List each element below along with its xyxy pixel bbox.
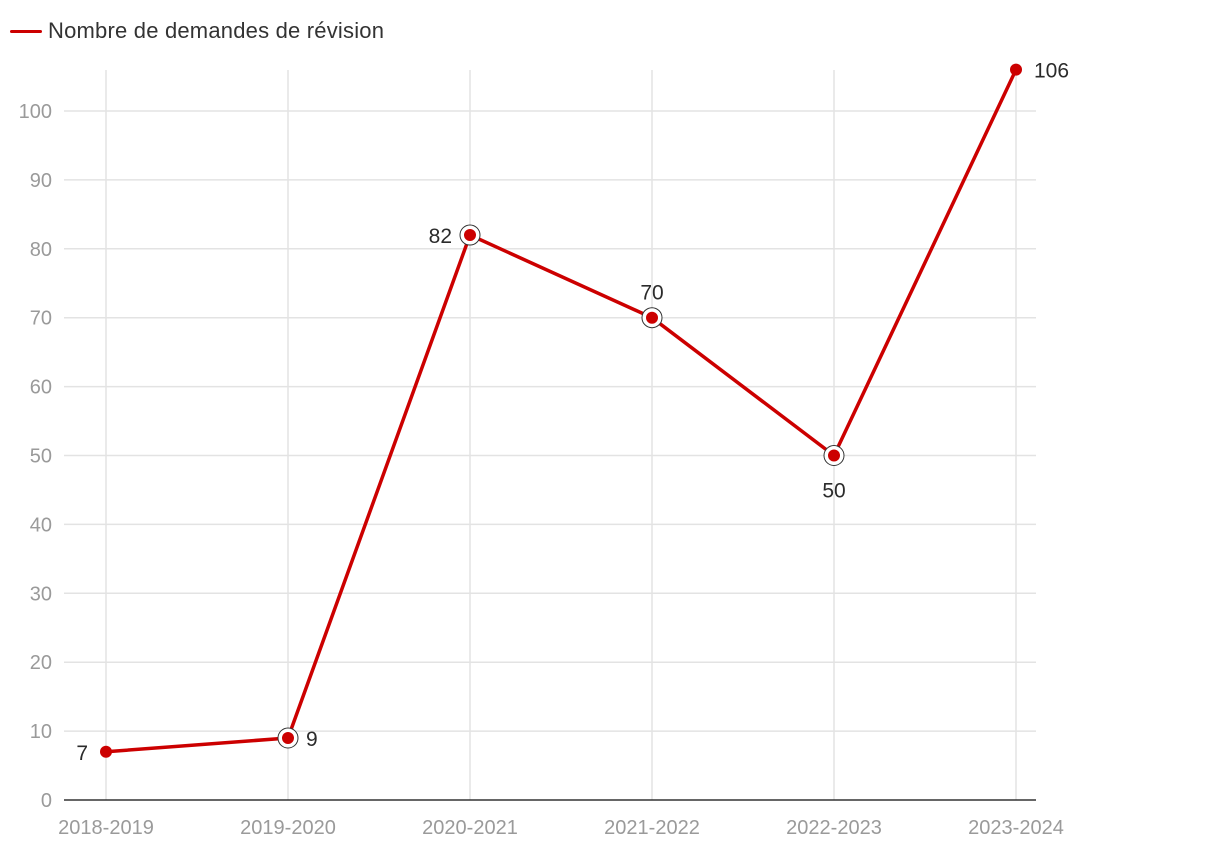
x-tick-label: 2020-2021 bbox=[422, 817, 518, 839]
legend[interactable]: Nombre de demandes de révision bbox=[10, 18, 384, 44]
data-label: 106 bbox=[1034, 60, 1069, 83]
series-line bbox=[104, 67, 1018, 754]
data-point[interactable] bbox=[100, 745, 112, 758]
y-tick-label: 0 bbox=[41, 790, 52, 812]
data-point[interactable] bbox=[282, 731, 294, 744]
y-tick-label: 30 bbox=[30, 583, 52, 605]
x-tick-label: 2019-2020 bbox=[240, 817, 336, 839]
y-tick-label: 40 bbox=[30, 514, 52, 536]
data-label: 70 bbox=[640, 282, 663, 305]
legend-label: Nombre de demandes de révision bbox=[48, 18, 385, 43]
x-tick-label: 2023-2024 bbox=[968, 817, 1064, 839]
y-tick-label: 80 bbox=[30, 239, 52, 261]
x-tick-label: 2021-2022 bbox=[604, 817, 700, 839]
data-label: 7 bbox=[76, 742, 88, 765]
y-tick-label: 50 bbox=[30, 446, 52, 468]
data-point[interactable] bbox=[828, 449, 840, 462]
data-point[interactable] bbox=[464, 229, 476, 242]
data-label: 9 bbox=[306, 728, 318, 751]
y-tick-label: 10 bbox=[30, 721, 52, 743]
y-tick-label: 20 bbox=[30, 652, 52, 674]
y-tick-label: 70 bbox=[30, 308, 52, 330]
data-label: 82 bbox=[429, 225, 452, 248]
legend-line-swatch bbox=[10, 29, 42, 33]
y-tick-label: 60 bbox=[30, 377, 52, 399]
y-tick-label: 100 bbox=[19, 101, 52, 123]
data-label: 50 bbox=[822, 480, 845, 503]
y-tick-label: 90 bbox=[30, 170, 52, 192]
data-point[interactable] bbox=[1010, 63, 1022, 76]
x-tick-label: 2018-2019 bbox=[58, 817, 154, 839]
data-point[interactable] bbox=[646, 311, 658, 324]
x-tick-label: 2022-2023 bbox=[786, 817, 882, 839]
